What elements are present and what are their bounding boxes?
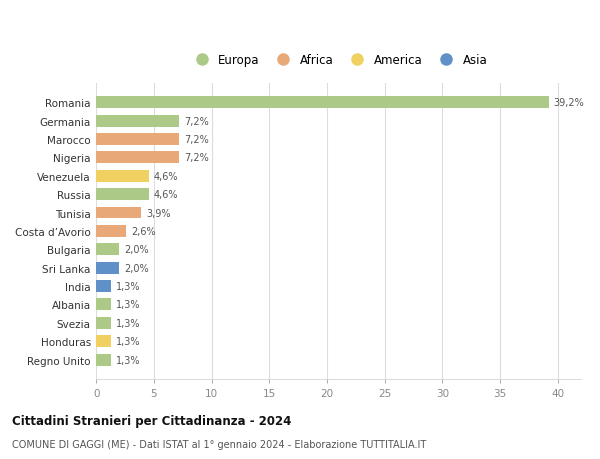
Bar: [97, 244, 119, 256]
Text: 2,0%: 2,0%: [124, 245, 149, 255]
Bar: [97, 317, 112, 329]
Text: 7,2%: 7,2%: [184, 153, 209, 163]
Text: 39,2%: 39,2%: [553, 98, 584, 108]
Text: COMUNE DI GAGGI (ME) - Dati ISTAT al 1° gennaio 2024 - Elaborazione TUTTITALIA.I: COMUNE DI GAGGI (ME) - Dati ISTAT al 1° …: [12, 440, 426, 449]
Bar: [97, 115, 179, 127]
Legend: Europa, Africa, America, Asia: Europa, Africa, America, Asia: [190, 54, 487, 67]
Text: 1,3%: 1,3%: [116, 281, 140, 291]
Bar: [97, 225, 126, 237]
Bar: [97, 299, 112, 311]
Text: 7,2%: 7,2%: [184, 117, 209, 126]
Text: 1,3%: 1,3%: [116, 300, 140, 310]
Bar: [97, 280, 112, 292]
Text: 1,3%: 1,3%: [116, 318, 140, 328]
Bar: [97, 97, 548, 109]
Text: 1,3%: 1,3%: [116, 336, 140, 347]
Text: 7,2%: 7,2%: [184, 134, 209, 145]
Text: 4,6%: 4,6%: [154, 190, 178, 200]
Bar: [97, 134, 179, 146]
Bar: [97, 262, 119, 274]
Text: 2,6%: 2,6%: [131, 226, 155, 236]
Bar: [97, 152, 179, 164]
Bar: [97, 189, 149, 201]
Bar: [97, 336, 112, 347]
Bar: [97, 170, 149, 182]
Text: 2,0%: 2,0%: [124, 263, 149, 273]
Text: Cittadini Stranieri per Cittadinanza - 2024: Cittadini Stranieri per Cittadinanza - 2…: [12, 414, 292, 428]
Text: 1,3%: 1,3%: [116, 355, 140, 365]
Text: 3,9%: 3,9%: [146, 208, 170, 218]
Text: 4,6%: 4,6%: [154, 171, 178, 181]
Bar: [97, 354, 112, 366]
Bar: [97, 207, 141, 219]
